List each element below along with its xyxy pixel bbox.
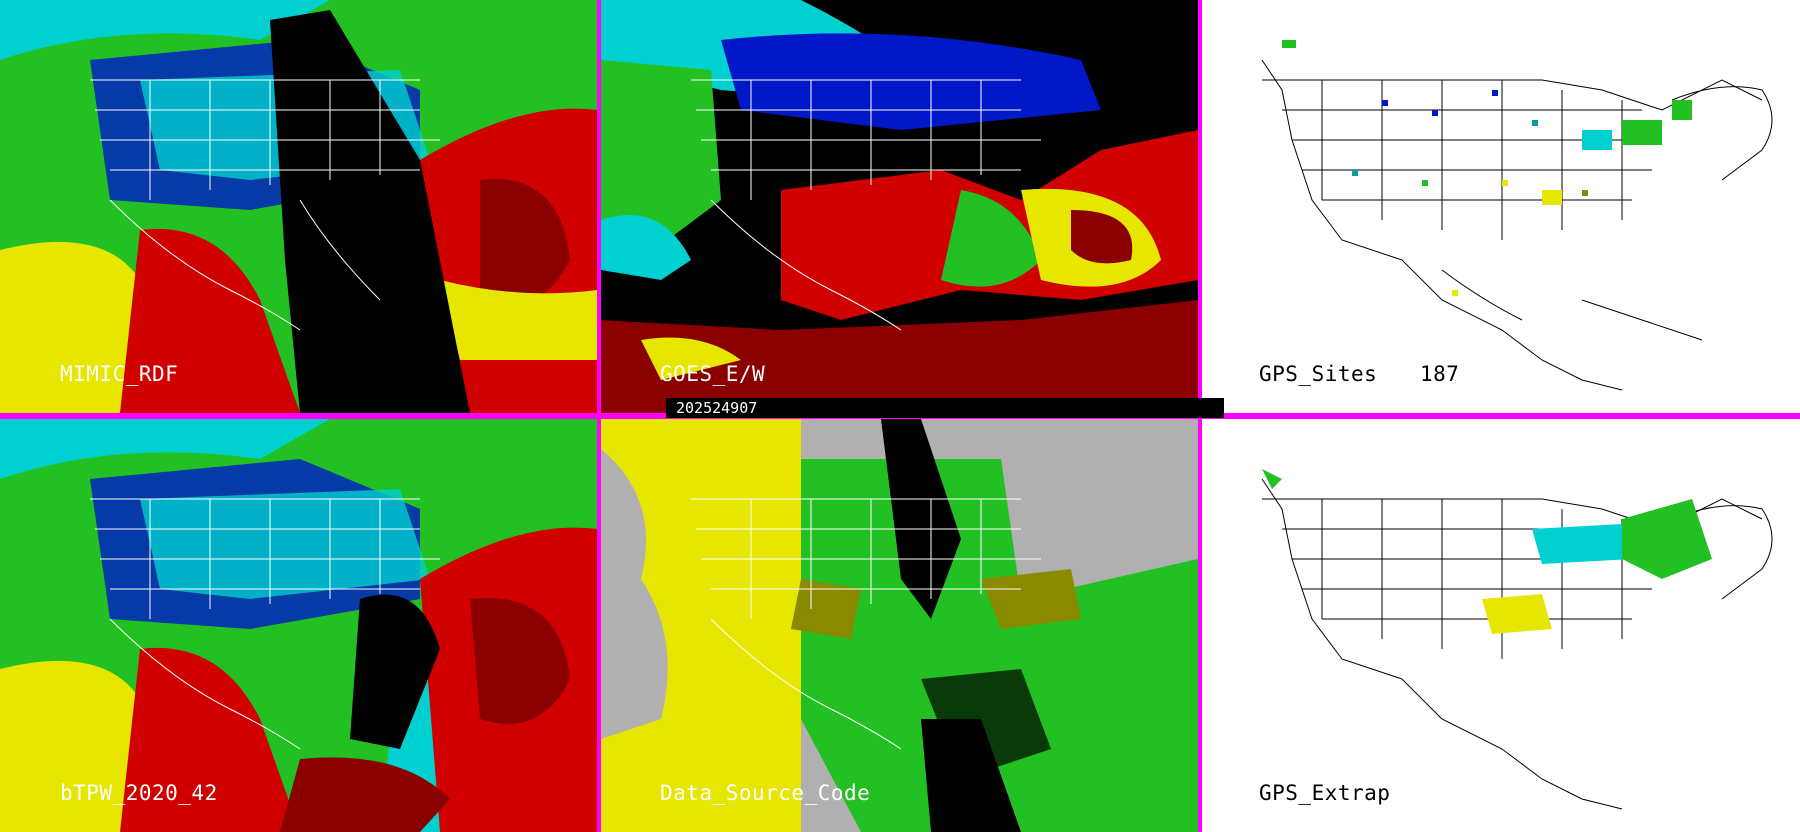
goes-ew-map (601, 0, 1198, 413)
panel-label: GOES_E/W (660, 362, 766, 386)
panel-mimic-rdf: MIMIC_RDF (0, 0, 597, 413)
gps-site-count: 187 (1420, 362, 1460, 386)
data-source-code-map (601, 419, 1198, 832)
panel-label: Data_Source_Code (660, 781, 871, 805)
panel-label: GPS_Sites (1259, 362, 1378, 386)
panel-data-source-code: Data_Source_Code (601, 419, 1198, 832)
panel-label: bTPW_2020_42 (60, 781, 218, 805)
panel-gps-sites: GPS_Sites 187 (1202, 0, 1800, 413)
gps-sites-map (1202, 0, 1800, 413)
btpw-map (0, 419, 597, 832)
panel-label: GPS_Extrap (1259, 781, 1391, 805)
gps-extrap-map (1202, 419, 1800, 832)
mimic-rdf-map (0, 0, 597, 413)
panel-gps-extrap: GPS_Extrap (1202, 419, 1800, 832)
panel-goes-ew: GOES_E/W (601, 0, 1198, 413)
panel-btpw: bTPW_2020_42 (0, 419, 597, 832)
timestamp: 202524907 (676, 399, 758, 417)
timestamp-bar (666, 398, 1224, 418)
panel-label: MIMIC_RDF (60, 362, 179, 386)
